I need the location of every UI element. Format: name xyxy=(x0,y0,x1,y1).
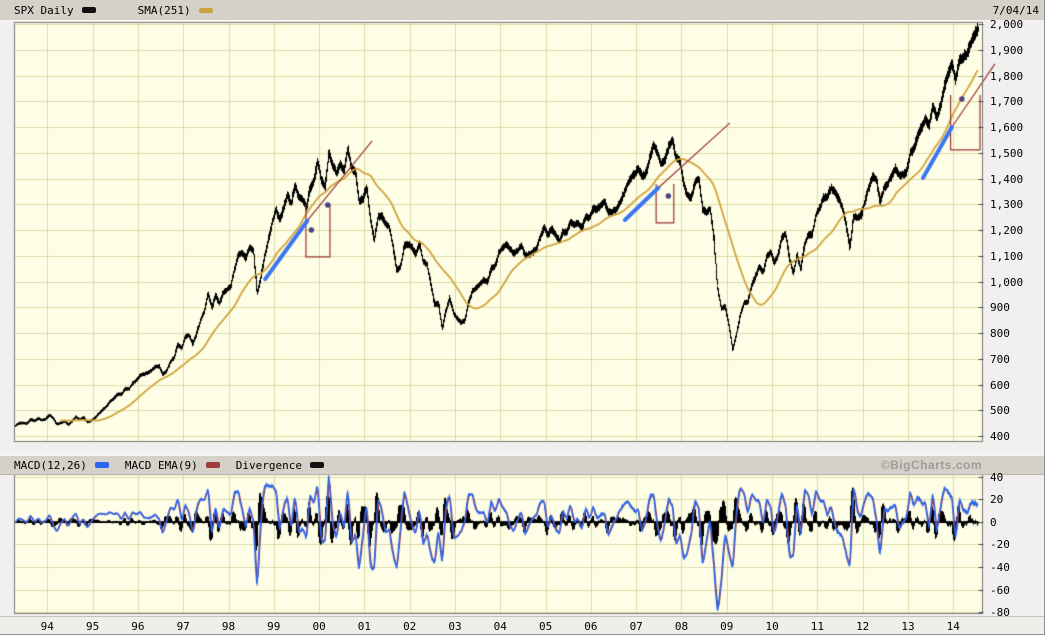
x-axis-bar: 94 95 96 97 98 99 00 01 02 03 04 05 06 07 08 09 10 11 12 13… xyxy=(0,616,1044,634)
year-tick-label: 03 xyxy=(448,620,462,633)
year-tick-label: 98 xyxy=(221,620,236,633)
divergence-series-swatch xyxy=(309,462,324,468)
chart-date: 7/04/14 xyxy=(992,3,1039,17)
macd-ema-label: MACD EMA(9) xyxy=(124,458,198,472)
price-tick-label: 1,200 xyxy=(990,224,1024,237)
year-tick-label: 95 xyxy=(85,620,100,633)
year-tick-label: 02 xyxy=(403,620,417,633)
sma-label: SMA(251) xyxy=(137,3,191,17)
year-tick-label: 13 xyxy=(901,620,915,633)
macd-header-bar: MACD(12,26) MACD EMA(9) Divergence ©BigC… xyxy=(0,455,1044,475)
legend-sma: SMA(251) xyxy=(138,4,213,17)
year-tick-label: 94 xyxy=(40,620,54,633)
price-tick-label: 1,100 xyxy=(990,249,1024,263)
divergence-label: Divergence xyxy=(235,458,302,472)
macd-tick-label: 40 xyxy=(990,470,1004,484)
price-tick-label: 2,000 xyxy=(990,18,1024,31)
price-tick-label: 1,400 xyxy=(990,172,1024,186)
price-tick-label: 1,000 xyxy=(990,275,1024,289)
price-tick-label: 1,600 xyxy=(990,121,1024,134)
legend-macd: MACD(12,26) xyxy=(14,459,109,472)
year-tick-label: 06 xyxy=(584,620,598,633)
year-tick-label: 14 xyxy=(946,620,960,633)
price-tick-label: 500 xyxy=(990,404,1010,418)
price-tick-label: 1,900 xyxy=(990,43,1024,57)
macd-tick-label: -80 xyxy=(990,606,1010,620)
year-tick-label: 01 xyxy=(357,620,372,633)
year-tick-label: 04 xyxy=(493,620,507,633)
legend-macd-ema: MACD EMA(9) xyxy=(125,459,220,472)
macd-ema-series-swatch xyxy=(205,462,220,468)
price-tick-label: 1,800 xyxy=(990,69,1024,83)
sma-series-swatch xyxy=(198,7,213,13)
year-tick-label: 09 xyxy=(720,620,734,633)
year-tick-label: 11 xyxy=(810,620,825,633)
price-series-swatch xyxy=(81,7,96,13)
macd-tick-label: -60 xyxy=(990,583,1010,597)
year-tick-label: 12 xyxy=(856,620,870,633)
macd-series-swatch xyxy=(94,462,109,468)
macd-tick-label: 20 xyxy=(990,493,1004,507)
macd-tick-label: -20 xyxy=(990,538,1010,552)
year-tick-label: 08 xyxy=(674,620,689,633)
symbol-label: SPX Daily xyxy=(14,3,74,17)
price-tick-label: 800 xyxy=(990,327,1010,340)
macd-tick-label: 0 xyxy=(990,515,997,529)
year-tick-label: 99 xyxy=(267,620,281,633)
bigcharts-watermark: ©BigCharts.com xyxy=(880,458,982,472)
legend-divergence: Divergence xyxy=(236,459,324,472)
macd-tick-label: -40 xyxy=(990,560,1010,574)
year-tick-label: 97 xyxy=(176,620,190,633)
year-tick-label: 96 xyxy=(131,620,145,633)
price-tick-label: 700 xyxy=(990,352,1010,366)
price-tick-label: 600 xyxy=(990,378,1010,392)
year-tick-label: 10 xyxy=(765,620,779,633)
year-tick-label: 05 xyxy=(538,620,553,633)
year-tick-label: 07 xyxy=(629,620,643,633)
macd-label: MACD(12,26) xyxy=(14,458,87,472)
price-tick-label: 1,500 xyxy=(990,146,1024,160)
legend-spx-daily: SPX Daily xyxy=(14,4,96,17)
price-tick-label: 900 xyxy=(990,301,1010,315)
price-tick-label: 1,700 xyxy=(990,95,1024,109)
price-tick-label: 400 xyxy=(990,430,1010,443)
chart-header-bar: SPX Daily SMA(251) 7/04/14 xyxy=(0,0,1044,21)
year-tick-label: 00 xyxy=(312,620,326,633)
price-tick-label: 1,300 xyxy=(990,198,1024,212)
